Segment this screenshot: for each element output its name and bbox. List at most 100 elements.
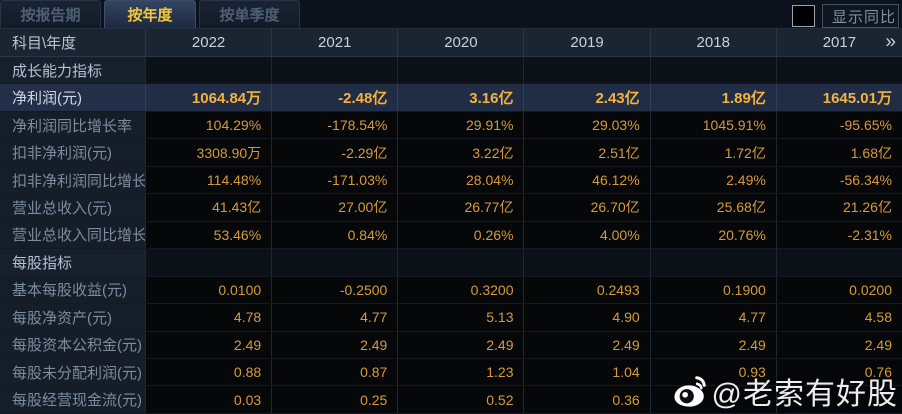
cell-value bbox=[775, 57, 902, 84]
cell-value: 28.04% bbox=[397, 166, 524, 194]
cell-value: 1.89亿 bbox=[649, 84, 776, 111]
table-row: 每股经营现金流(元) 0.03 0.25 0.52 0.36 bbox=[0, 386, 902, 414]
cell-value: 1.04 bbox=[523, 358, 650, 386]
cell-value: 0.25 bbox=[271, 386, 398, 413]
cell-value: -0.2500 bbox=[271, 276, 398, 304]
cell-value: 1064.84万 bbox=[145, 84, 272, 111]
row-label: 每股指标 bbox=[0, 249, 145, 276]
table-row: 基本每股收益(元) 0.0100 -0.2500 0.3200 0.2493 0.1900… bbox=[0, 276, 902, 305]
cell-value: 1.68亿 bbox=[775, 139, 902, 166]
cell-value bbox=[649, 249, 776, 276]
year-header: 2021 bbox=[271, 29, 397, 56]
cell-value: 26.77亿 bbox=[397, 194, 524, 221]
cell-value: -56.34% bbox=[775, 166, 902, 194]
table-row: 扣非净利润同比增长率114.48%-171.03%28.04%46.12%2.4… bbox=[0, 166, 902, 195]
cell-value: 0.26% bbox=[397, 221, 524, 249]
table-header: 科目\年度 2022 2021 2020 2019 2018 2017» bbox=[0, 29, 902, 57]
cell-value: 3308.90万 bbox=[145, 139, 272, 166]
cell-value: 0.3200 bbox=[397, 276, 524, 304]
row-label: 净利润同比增长率 bbox=[0, 111, 145, 139]
row-label: 每股资本公积金(元) bbox=[0, 331, 145, 358]
cell-value bbox=[397, 57, 524, 84]
cell-value: 4.90 bbox=[523, 304, 650, 331]
cell-value: 2.49 bbox=[397, 331, 524, 358]
cell-value: 0.84% bbox=[271, 221, 398, 249]
cell-value: 5.13 bbox=[397, 304, 524, 331]
cell-value: 4.77 bbox=[649, 304, 776, 331]
cell-value: 0.36 bbox=[523, 386, 650, 413]
year-header: 2017» bbox=[775, 29, 902, 56]
cell-value: 1045.91% bbox=[649, 111, 776, 139]
cell-value: 2.43亿 bbox=[523, 84, 650, 111]
cell-value bbox=[775, 386, 902, 413]
cell-value: 1.23 bbox=[397, 358, 524, 386]
table-row: 每股净资产(元) 4.78 4.77 5.13 4.90 4.77 4.58 bbox=[0, 304, 902, 332]
table-row: 每股资本公积金(元) 2.49 2.49 2.49 2.49 2.49 2.49 bbox=[0, 331, 902, 359]
row-label: 营业总收入(元) bbox=[0, 194, 145, 221]
cell-value: -171.03% bbox=[271, 166, 398, 194]
row-label: 营业总收入同比增长率 bbox=[0, 221, 145, 249]
cell-value: 0.03 bbox=[145, 386, 272, 413]
cell-value: 0.2493 bbox=[523, 276, 650, 304]
cell-value bbox=[271, 57, 398, 84]
table-row: 净利润(元) 1064.84万 -2.48亿 3.16亿 2.43亿 1.89亿 1645.… bbox=[0, 84, 902, 112]
cell-value: 0.0200 bbox=[775, 276, 902, 304]
cell-value: 0.0100 bbox=[145, 276, 272, 304]
cell-value: 20.76% bbox=[649, 221, 776, 249]
cell-value: 0.93 bbox=[649, 358, 776, 386]
cell-value: 0.87 bbox=[271, 358, 398, 386]
tab-single-quarter[interactable]: 按单季度 bbox=[199, 0, 300, 28]
cell-value: 2.49% bbox=[649, 166, 776, 194]
cell-value: 1645.01万 bbox=[775, 84, 902, 111]
show-yoy-label[interactable]: 显示同比 bbox=[822, 4, 899, 28]
cell-value: -2.31% bbox=[775, 221, 902, 249]
table-body: 成长能力指标 净利润(元) 1064.84万 -2.48亿 3.16亿 2.43亿 1.89… bbox=[0, 57, 902, 414]
cell-value bbox=[523, 57, 650, 84]
more-years-icon[interactable]: » bbox=[885, 31, 895, 53]
cell-value: 53.46% bbox=[145, 221, 272, 249]
cell-value: 46.12% bbox=[523, 166, 650, 194]
cell-value: -2.29亿 bbox=[271, 139, 398, 166]
table-row: 扣非净利润(元) 3308.90万 -2.29亿 3.22亿 2.51亿 1.72亿 1.6… bbox=[0, 139, 902, 167]
cell-value: 0.88 bbox=[145, 358, 272, 386]
row-label: 每股经营现金流(元) bbox=[0, 386, 145, 413]
cell-value: 2.49 bbox=[145, 331, 272, 358]
table-row: 每股未分配利润(元) 0.88 0.87 1.23 1.04 0.93 0.76 bbox=[0, 358, 902, 387]
cell-value bbox=[145, 57, 272, 84]
cell-value: 29.03% bbox=[523, 111, 650, 139]
table-row: 净利润同比增长率 104.29% -178.54% 29.91% 29.03% 1045.… bbox=[0, 111, 902, 140]
cell-value: 41.43亿 bbox=[145, 194, 272, 221]
cell-value: 2.49 bbox=[271, 331, 398, 358]
tab-report-period[interactable]: 按报告期 bbox=[0, 0, 101, 28]
cell-value: 4.77 bbox=[271, 304, 398, 331]
cell-value: -2.48亿 bbox=[271, 84, 398, 111]
year-header: 2020 bbox=[397, 29, 523, 56]
cell-value: 3.16亿 bbox=[397, 84, 524, 111]
row-label: 每股未分配利润(元) bbox=[0, 358, 145, 386]
cell-value: -95.65% bbox=[775, 111, 902, 139]
show-yoy-checkbox[interactable] bbox=[792, 5, 815, 27]
section-row: 每股指标 bbox=[0, 249, 902, 277]
table-row: 营业总收入同比增长率53.46%0.84%0.26%4.00%20.76%-2.… bbox=[0, 221, 902, 250]
cell-value: 26.70亿 bbox=[523, 194, 650, 221]
cell-value: 2.49 bbox=[523, 331, 650, 358]
row-label: 净利润(元) bbox=[0, 84, 145, 111]
cell-value: 27.00亿 bbox=[271, 194, 398, 221]
cell-value: 0.1900 bbox=[649, 276, 776, 304]
cell-value bbox=[271, 249, 398, 276]
cell-value: 4.00% bbox=[523, 221, 650, 249]
cell-value: 4.78 bbox=[145, 304, 272, 331]
table-row: 营业总收入(元) 41.43亿 27.00亿 26.77亿 26.70亿 25.68亿 21… bbox=[0, 194, 902, 222]
cell-value: 3.22亿 bbox=[397, 139, 524, 166]
cell-value: 21.26亿 bbox=[775, 194, 902, 221]
row-label: 每股净资产(元) bbox=[0, 304, 145, 331]
cell-value: 2.49 bbox=[775, 331, 902, 358]
cell-value: 2.51亿 bbox=[523, 139, 650, 166]
period-tabbar: 按报告期 按年度 按单季度 显示同比 bbox=[0, 0, 902, 29]
year-header: 2022 bbox=[145, 29, 271, 56]
row-label: 扣非净利润(元) bbox=[0, 139, 145, 166]
tab-annual[interactable]: 按年度 bbox=[104, 0, 196, 28]
cell-value: 2.49 bbox=[649, 331, 776, 358]
cell-value: 114.48% bbox=[145, 166, 272, 194]
